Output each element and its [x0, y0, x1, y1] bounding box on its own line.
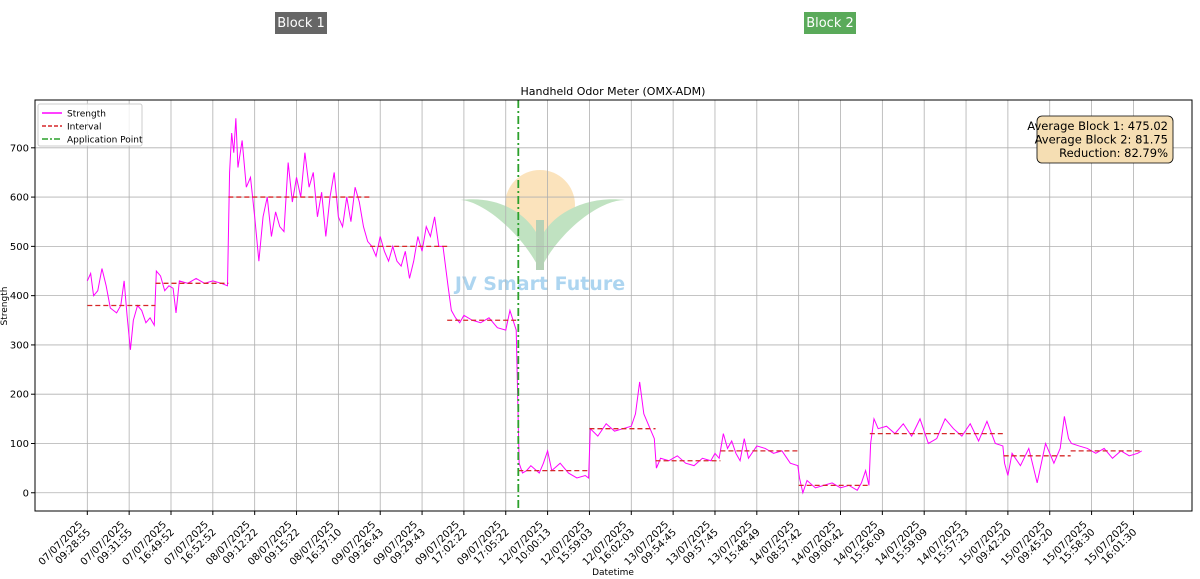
- block-badge: [275, 12, 327, 34]
- y-tick-label: 200: [10, 390, 29, 401]
- chart-title: Handheld Odor Meter (OMX-ADM): [521, 85, 706, 98]
- y-tick-label: 500: [10, 242, 29, 253]
- info-box: [1036, 115, 1174, 164]
- y-tick-label: 0: [23, 488, 29, 499]
- legend-label: Interval: [67, 123, 101, 133]
- y-axis-label: Strength: [0, 287, 10, 326]
- info-text: Reduction: 82.79%: [1059, 146, 1168, 160]
- y-tick-label: 300: [10, 340, 29, 351]
- y-tick-label: 400: [10, 291, 29, 302]
- info-text: Average Block 1: 475.02: [1027, 119, 1168, 133]
- y-tick-label: 100: [10, 439, 29, 450]
- legend-label: Strength: [67, 110, 106, 120]
- watermark-text: JV Smart Future: [453, 273, 625, 295]
- y-tick-label: 600: [10, 193, 29, 204]
- legend-label: Application Point: [67, 136, 143, 146]
- data-line: [86, 118, 1143, 495]
- block-label: Block 2: [806, 16, 854, 31]
- y-tick-label: 700: [10, 143, 29, 154]
- block-label: Block 1: [277, 16, 325, 31]
- x-axis-label: Datetime: [592, 568, 634, 578]
- info-text: Average Block 2: 81.75: [1035, 133, 1168, 147]
- block-badge: [804, 12, 856, 34]
- legend-box: [37, 103, 143, 147]
- plot-frame: [34, 99, 1193, 512]
- watermark-logo: [460, 170, 625, 270]
